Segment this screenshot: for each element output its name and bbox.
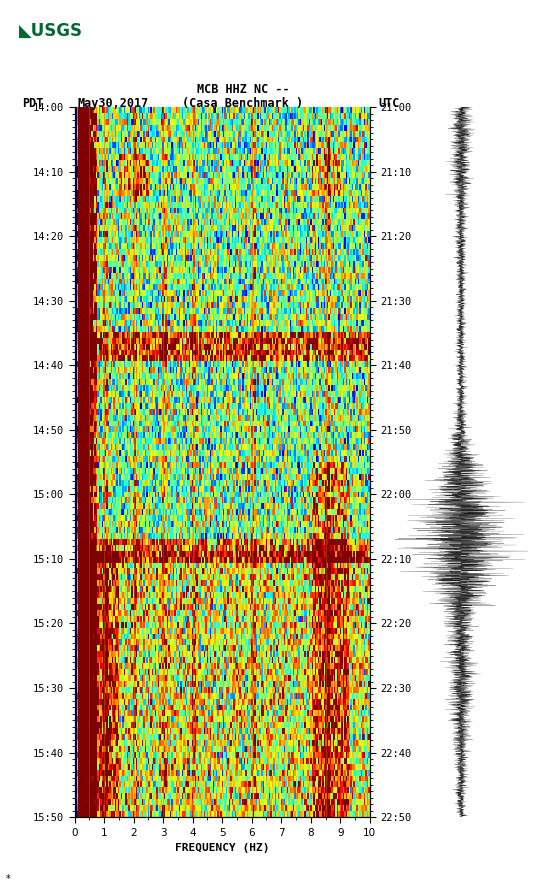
- Text: (Casa Benchmark ): (Casa Benchmark ): [182, 96, 304, 110]
- Text: May30,2017: May30,2017: [77, 96, 148, 110]
- Text: MCB HHZ NC --: MCB HHZ NC --: [197, 82, 289, 96]
- Text: PDT: PDT: [22, 96, 44, 110]
- Text: UTC: UTC: [378, 96, 400, 110]
- Text: *: *: [6, 874, 10, 884]
- Text: ◣USGS: ◣USGS: [19, 22, 83, 40]
- X-axis label: FREQUENCY (HZ): FREQUENCY (HZ): [175, 843, 269, 853]
